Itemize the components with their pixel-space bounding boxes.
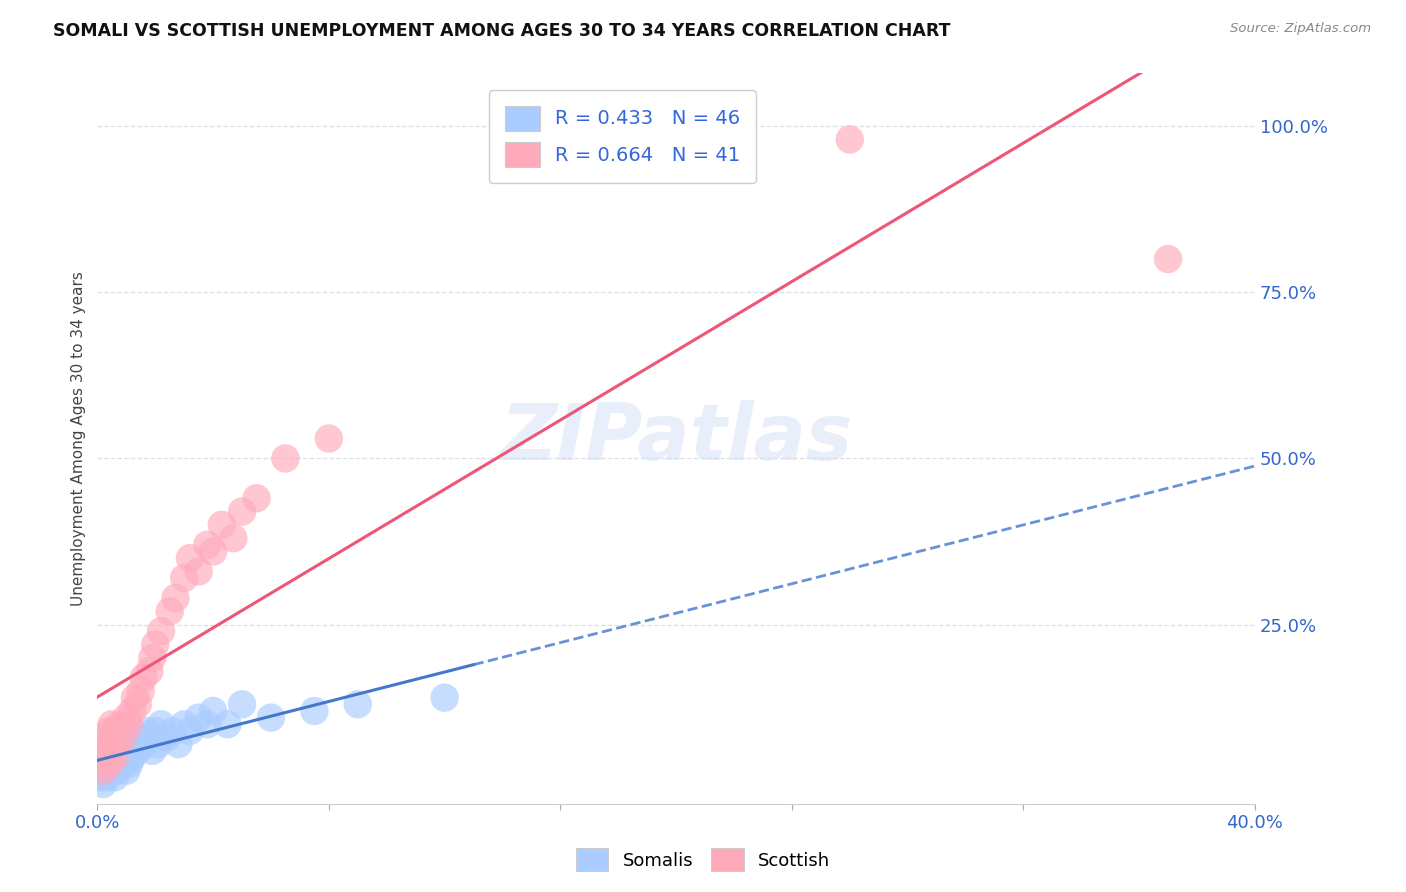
Point <box>179 723 201 738</box>
Point <box>173 717 195 731</box>
Point <box>89 757 111 772</box>
Point <box>110 757 132 772</box>
Point <box>141 650 163 665</box>
Point <box>101 737 124 751</box>
Point <box>129 684 152 698</box>
Point <box>156 731 179 745</box>
Point <box>91 737 114 751</box>
Point <box>118 757 141 772</box>
Point <box>138 731 160 745</box>
Point <box>89 771 111 785</box>
Text: ZIPatlas: ZIPatlas <box>501 401 852 476</box>
Point <box>89 764 111 778</box>
Point <box>274 451 297 466</box>
Point <box>231 505 253 519</box>
Point <box>179 551 201 566</box>
Point <box>115 710 138 724</box>
Point <box>124 737 146 751</box>
Point <box>217 717 239 731</box>
Point <box>107 737 129 751</box>
Point <box>187 710 209 724</box>
Point <box>222 531 245 545</box>
Point <box>124 690 146 705</box>
Point <box>162 723 184 738</box>
Point <box>211 517 233 532</box>
Point <box>107 764 129 778</box>
Point <box>101 744 124 758</box>
Point <box>187 565 209 579</box>
Point <box>101 717 124 731</box>
Point <box>1157 252 1180 266</box>
Point <box>260 710 283 724</box>
Point <box>195 717 218 731</box>
Point <box>107 744 129 758</box>
Point <box>159 604 181 618</box>
Point <box>231 698 253 712</box>
Text: Source: ZipAtlas.com: Source: ZipAtlas.com <box>1230 22 1371 36</box>
Point <box>89 744 111 758</box>
Point <box>101 757 124 772</box>
Point <box>115 764 138 778</box>
Point <box>143 723 166 738</box>
Point <box>346 698 368 712</box>
Legend: R = 0.433   N = 46, R = 0.664   N = 41: R = 0.433 N = 46, R = 0.664 N = 41 <box>489 90 756 183</box>
Point <box>141 744 163 758</box>
Point <box>115 744 138 758</box>
Point <box>173 571 195 585</box>
Point <box>91 764 114 778</box>
Point <box>165 591 187 605</box>
Point <box>110 717 132 731</box>
Point <box>97 744 120 758</box>
Text: SOMALI VS SCOTTISH UNEMPLOYMENT AMONG AGES 30 TO 34 YEARS CORRELATION CHART: SOMALI VS SCOTTISH UNEMPLOYMENT AMONG AG… <box>53 22 950 40</box>
Point <box>121 704 143 718</box>
Point <box>146 737 169 751</box>
Point <box>245 491 267 506</box>
Point <box>97 723 120 738</box>
Point <box>110 737 132 751</box>
Point <box>318 432 340 446</box>
Y-axis label: Unemployment Among Ages 30 to 34 years: Unemployment Among Ages 30 to 34 years <box>72 271 86 606</box>
Point <box>112 731 135 745</box>
Point <box>132 737 155 751</box>
Point <box>143 638 166 652</box>
Point <box>150 717 173 731</box>
Point <box>118 717 141 731</box>
Point <box>129 731 152 745</box>
Point <box>104 750 127 764</box>
Point <box>195 538 218 552</box>
Point <box>104 750 127 764</box>
Point <box>94 771 117 785</box>
Point <box>150 624 173 639</box>
Point <box>433 690 456 705</box>
Point <box>135 723 157 738</box>
Point <box>112 750 135 764</box>
Point <box>127 698 149 712</box>
Point <box>127 744 149 758</box>
Point <box>167 737 190 751</box>
Point <box>91 777 114 791</box>
Point <box>97 757 120 772</box>
Point <box>94 750 117 764</box>
Point <box>91 757 114 772</box>
Point <box>94 731 117 745</box>
Point <box>94 750 117 764</box>
Legend: Somalis, Scottish: Somalis, Scottish <box>568 841 838 879</box>
Point <box>838 132 860 146</box>
Point <box>202 544 225 558</box>
Point <box>304 704 326 718</box>
Point <box>104 771 127 785</box>
Point <box>97 764 120 778</box>
Point <box>138 664 160 678</box>
Point <box>121 750 143 764</box>
Point <box>104 723 127 738</box>
Point <box>132 671 155 685</box>
Point <box>112 731 135 745</box>
Point <box>202 704 225 718</box>
